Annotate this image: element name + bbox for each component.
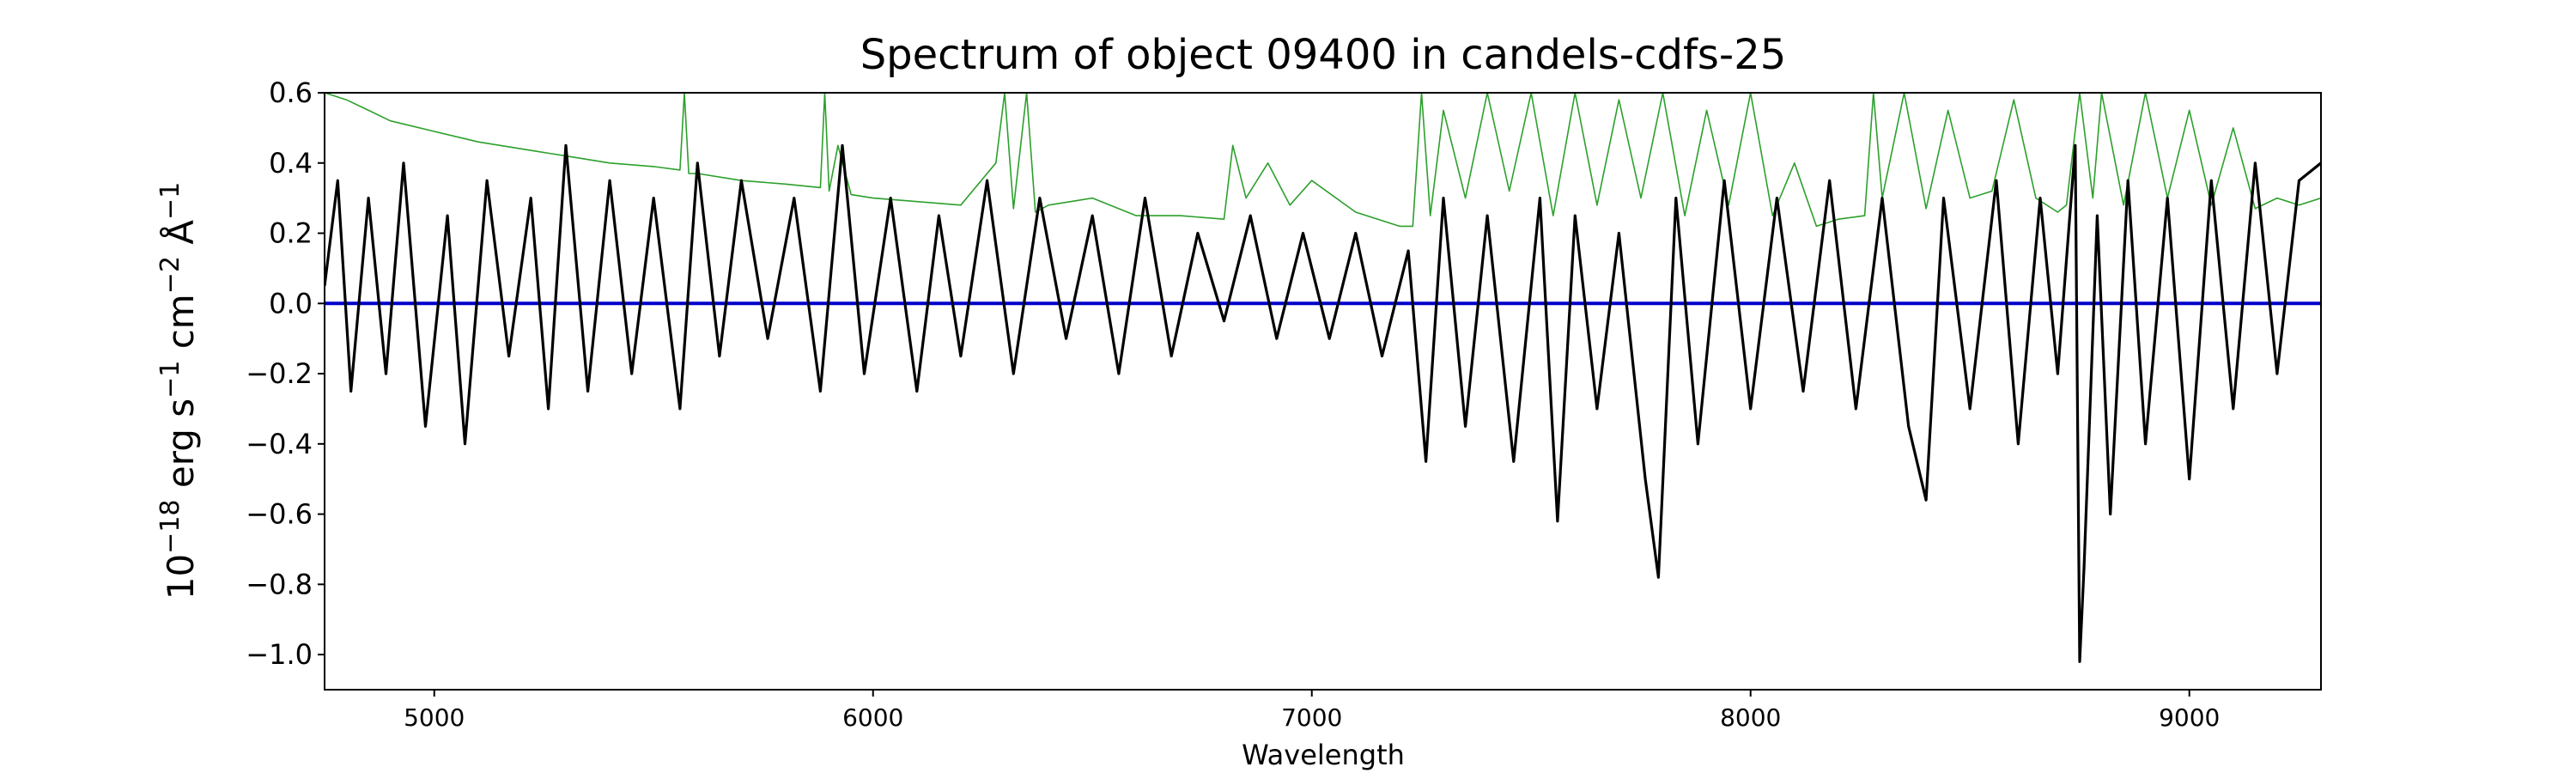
y-axis-label-unit2-exp: −2 xyxy=(155,256,185,294)
y-axis-label-unit3-exp: −1 xyxy=(155,182,185,220)
y-tick-label: −0.6 xyxy=(246,498,313,531)
y-axis: −1.0 −0.8 −0.6 −0.4 −0.2 0.0 0.2 0.4 0.6 xyxy=(246,76,325,671)
y-axis-label-unit2: cm xyxy=(160,294,202,360)
x-axis-label: Wavelength xyxy=(1242,739,1405,771)
y-tick-label: −0.8 xyxy=(246,568,313,600)
y-tick-label: −0.2 xyxy=(246,357,313,390)
y-axis-label-base: 10 xyxy=(160,554,202,600)
x-tick-label: 6000 xyxy=(842,703,903,732)
flux-series-line xyxy=(325,143,2321,663)
x-tick-label: 5000 xyxy=(404,703,465,732)
y-tick-label: −1.0 xyxy=(246,638,313,671)
y-tick-label: 0.6 xyxy=(269,76,313,109)
y-axis-label: 10−18 erg s−1 cm−2 Å−1 xyxy=(155,182,203,600)
y-tick-label: 0.0 xyxy=(269,287,313,320)
y-axis-label-unit1: erg s xyxy=(160,399,202,500)
y-tick-label: 0.2 xyxy=(269,217,313,250)
x-tick-label: 9000 xyxy=(2159,703,2220,732)
x-tick-label: 8000 xyxy=(1720,703,1781,732)
chart-title: Spectrum of object 09400 in candels-cdfs… xyxy=(860,31,1787,79)
x-tick-label: 7000 xyxy=(1281,703,1342,732)
y-tick-label: −0.4 xyxy=(246,428,313,460)
y-tick-label: 0.4 xyxy=(269,147,313,180)
x-axis: 5000 6000 7000 8000 9000 xyxy=(404,690,2220,732)
y-axis-label-unit1-exp: −1 xyxy=(155,361,185,399)
error-series-line xyxy=(325,93,2321,228)
y-axis-label-unit3: Å xyxy=(159,220,202,256)
y-axis-label-base-exp: −18 xyxy=(155,500,185,554)
plot-frame xyxy=(324,92,2322,691)
plot-area xyxy=(325,93,2321,663)
